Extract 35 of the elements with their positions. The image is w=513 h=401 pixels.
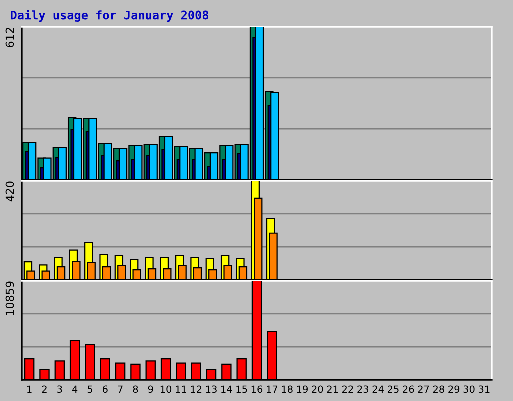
text: 10859 [6, 282, 14, 316]
x-tick-label: 24 [372, 386, 384, 393]
x-tick-label: 16 [252, 386, 263, 394]
x-tick-label: 4 [72, 386, 78, 393]
x-tick-label: 18 [282, 386, 293, 394]
x-tick-label: 13 [206, 386, 217, 394]
x-tick-label: 27 [418, 386, 430, 393]
x-tick-label: 2 [42, 386, 47, 393]
text: 612 [6, 28, 14, 48]
x-tick-label: 20 [312, 386, 324, 394]
x-tick-label: 19 [297, 386, 308, 394]
x-tick-label: 1 [28, 386, 32, 393]
x-tick-label: 15 [236, 386, 248, 394]
x-tick-label: 22 [342, 386, 354, 393]
x-tick-label: 8 [133, 386, 138, 394]
x-tick-label: 9 [148, 386, 154, 394]
x-tick-label: 7 [118, 386, 123, 393]
x-tick-label: 17 [267, 386, 278, 393]
text: 420 [6, 182, 14, 202]
x-tick-label: 23 [358, 386, 369, 394]
x-tick-label: 30 [464, 386, 475, 394]
x-tick-label: 29 [448, 386, 460, 394]
x-tick-label: 10 [160, 386, 172, 394]
chart-title: Daily usage for January 2008 [11, 10, 209, 22]
x-tick-label: 11 [176, 386, 186, 393]
x-tick-label: 25 [388, 386, 399, 394]
x-tick-label: 14 [222, 386, 232, 393]
x-tick-label: 5 [88, 386, 92, 394]
x-tick-label: 28 [433, 386, 444, 394]
x-tick-label: 21 [327, 386, 338, 393]
x-tick-label: 12 [191, 386, 202, 393]
x-tick-label: 26 [403, 386, 414, 394]
x-tick-label: 6 [102, 386, 108, 394]
x-tick-label: 31 [478, 386, 490, 394]
x-tick-label: 3 [58, 386, 62, 394]
